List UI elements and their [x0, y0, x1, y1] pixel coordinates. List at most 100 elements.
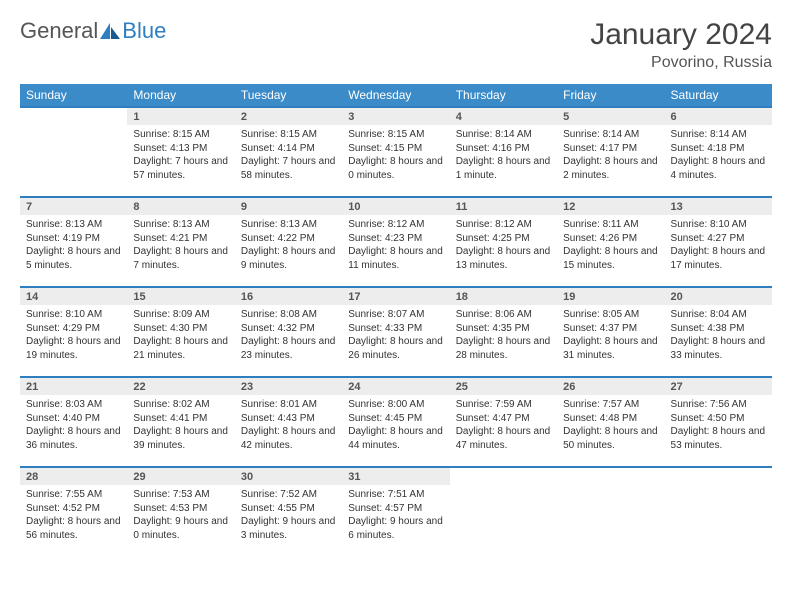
sunset-text: Sunset: 4:15 PM [348, 142, 443, 156]
brand-part2: Blue [122, 18, 166, 44]
header: General Blue January 2024 Povorino, Russ… [20, 18, 772, 72]
day-content-cell: Sunrise: 8:06 AMSunset: 4:35 PMDaylight:… [450, 305, 557, 377]
sunrise-text: Sunrise: 8:15 AM [133, 128, 228, 142]
day-number-cell: 10 [342, 197, 449, 215]
daylight-text: Daylight: 9 hours and 3 minutes. [241, 515, 336, 542]
sunrise-text: Sunrise: 8:10 AM [26, 308, 121, 322]
daylight-text: Daylight: 8 hours and 4 minutes. [671, 155, 766, 182]
sunrise-text: Sunrise: 8:05 AM [563, 308, 658, 322]
day-content-cell [450, 485, 557, 557]
sunset-text: Sunset: 4:57 PM [348, 502, 443, 516]
day-content-row: Sunrise: 7:55 AMSunset: 4:52 PM Daylight:… [20, 485, 772, 557]
day-content-cell: Sunrise: 7:51 AMSunset: 4:57 PMDaylight:… [342, 485, 449, 557]
daylight-text: Daylight: 8 hours and 17 minutes. [671, 245, 766, 272]
sunset-text: Sunset: 4:16 PM [456, 142, 551, 156]
day-content-row: Sunrise: 8:03 AMSunset: 4:40 PMDaylight:… [20, 395, 772, 467]
sunset-text: Sunset: 4:41 PM [133, 412, 228, 426]
daylight-text: Daylight: 8 hours and 21 minutes. [133, 335, 228, 362]
sunrise-text: Sunrise: 8:06 AM [456, 308, 551, 322]
day-number-cell: 16 [235, 287, 342, 305]
day-content-cell: Sunrise: 7:57 AMSunset: 4:48 PMDaylight:… [557, 395, 664, 467]
daylight-text: Daylight: 8 hours and 39 minutes. [133, 425, 228, 452]
sunrise-text: Sunrise: 7:55 AM [26, 488, 121, 502]
sunrise-text: Sunrise: 8:11 AM [563, 218, 658, 232]
sunrise-text: Sunrise: 8:14 AM [563, 128, 658, 142]
day-header: Thursday [450, 84, 557, 107]
sunrise-text: Sunrise: 7:51 AM [348, 488, 443, 502]
day-content-cell [20, 125, 127, 197]
day-content-cell: Sunrise: 7:56 AMSunset: 4:50 PMDaylight:… [665, 395, 772, 467]
daylight-text: Daylight: 9 hours and 0 minutes. [133, 515, 228, 542]
day-number-row: 14151617181920 [20, 287, 772, 305]
day-header: Wednesday [342, 84, 449, 107]
sunset-text: Sunset: 4:30 PM [133, 322, 228, 336]
day-number-cell: 3 [342, 107, 449, 125]
day-content-cell: Sunrise: 8:14 AMSunset: 4:18 PMDaylight:… [665, 125, 772, 197]
sunset-text: Sunset: 4:26 PM [563, 232, 658, 246]
day-content-cell: Sunrise: 8:15 AMSunset: 4:14 PMDaylight:… [235, 125, 342, 197]
day-content-cell: Sunrise: 7:55 AMSunset: 4:52 PMDaylight:… [20, 485, 127, 557]
day-header: Friday [557, 84, 664, 107]
daylight-text: Daylight: 8 hours and 0 minutes. [348, 155, 443, 182]
day-content-cell: Sunrise: 8:15 AMSunset: 4:13 PMDaylight:… [127, 125, 234, 197]
day-number-cell: 30 [235, 467, 342, 485]
daylight-text: Daylight: 8 hours and 7 minutes. [133, 245, 228, 272]
sunset-text: Sunset: 4:48 PM [563, 412, 658, 426]
sunrise-text: Sunrise: 7:56 AM [671, 398, 766, 412]
sunset-text: Sunset: 4:52 PM [26, 502, 121, 516]
sunrise-text: Sunrise: 8:00 AM [348, 398, 443, 412]
sunrise-text: Sunrise: 8:01 AM [241, 398, 336, 412]
sunrise-text: Sunrise: 7:52 AM [241, 488, 336, 502]
daylight-text: Daylight: 8 hours and 47 minutes. [456, 425, 551, 452]
day-number-cell: 22 [127, 377, 234, 395]
day-content-cell: Sunrise: 8:15 AMSunset: 4:15 PMDaylight:… [342, 125, 449, 197]
sunrise-text: Sunrise: 8:12 AM [456, 218, 551, 232]
day-number-row: 123456 [20, 107, 772, 125]
daylight-text: Daylight: 8 hours and 11 minutes. [348, 245, 443, 272]
day-number-cell [557, 467, 664, 485]
sunrise-text: Sunrise: 8:15 AM [241, 128, 336, 142]
sunset-text: Sunset: 4:55 PM [241, 502, 336, 516]
day-number-cell: 15 [127, 287, 234, 305]
day-number-cell: 17 [342, 287, 449, 305]
sunrise-text: Sunrise: 8:15 AM [348, 128, 443, 142]
day-number-cell: 25 [450, 377, 557, 395]
daylight-text: Daylight: 8 hours and 33 minutes. [671, 335, 766, 362]
day-number-cell: 6 [665, 107, 772, 125]
daylight-text: Daylight: 8 hours and 42 minutes. [241, 425, 336, 452]
day-number-cell: 1 [127, 107, 234, 125]
sunset-text: Sunset: 4:13 PM [133, 142, 228, 156]
sunrise-text: Sunrise: 8:09 AM [133, 308, 228, 322]
sunset-text: Sunset: 4:33 PM [348, 322, 443, 336]
day-content-cell: Sunrise: 8:13 AMSunset: 4:22 PMDaylight:… [235, 215, 342, 287]
daylight-text: Daylight: 8 hours and 9 minutes. [241, 245, 336, 272]
daylight-text: Daylight: 8 hours and 2 minutes. [563, 155, 658, 182]
day-content-cell: Sunrise: 8:04 AMSunset: 4:38 PMDaylight:… [665, 305, 772, 377]
calendar-head: SundayMondayTuesdayWednesdayThursdayFrid… [20, 84, 772, 107]
day-content-cell: Sunrise: 8:13 AMSunset: 4:21 PMDaylight:… [127, 215, 234, 287]
sunset-text: Sunset: 4:53 PM [133, 502, 228, 516]
daylight-text: Daylight: 7 hours and 58 minutes. [241, 155, 336, 182]
sunrise-text: Sunrise: 8:14 AM [671, 128, 766, 142]
day-number-cell: 12 [557, 197, 664, 215]
sunset-text: Sunset: 4:50 PM [671, 412, 766, 426]
daylight-text: Daylight: 8 hours and 1 minute. [456, 155, 551, 182]
day-content-cell: Sunrise: 8:14 AMSunset: 4:17 PMDaylight:… [557, 125, 664, 197]
calendar-table: SundayMondayTuesdayWednesdayThursdayFrid… [20, 84, 772, 557]
sunset-text: Sunset: 4:29 PM [26, 322, 121, 336]
logo-sail-icon [100, 23, 120, 39]
day-number-cell [450, 467, 557, 485]
day-content-cell: Sunrise: 7:53 AMSunset: 4:53 PMDaylight:… [127, 485, 234, 557]
sunset-text: Sunset: 4:43 PM [241, 412, 336, 426]
day-content-row: Sunrise: 8:13 AMSunset: 4:19 PMDaylight:… [20, 215, 772, 287]
day-number-cell: 31 [342, 467, 449, 485]
day-header: Tuesday [235, 84, 342, 107]
sunset-text: Sunset: 4:22 PM [241, 232, 336, 246]
day-content-cell: Sunrise: 8:08 AMSunset: 4:32 PMDaylight:… [235, 305, 342, 377]
sunset-text: Sunset: 4:19 PM [26, 232, 121, 246]
day-number-cell: 5 [557, 107, 664, 125]
brand-part1: General [20, 18, 98, 44]
sunrise-text: Sunrise: 7:53 AM [133, 488, 228, 502]
day-number-cell: 8 [127, 197, 234, 215]
calendar-body: 123456Sunrise: 8:15 AMSunset: 4:13 PMDay… [20, 107, 772, 557]
